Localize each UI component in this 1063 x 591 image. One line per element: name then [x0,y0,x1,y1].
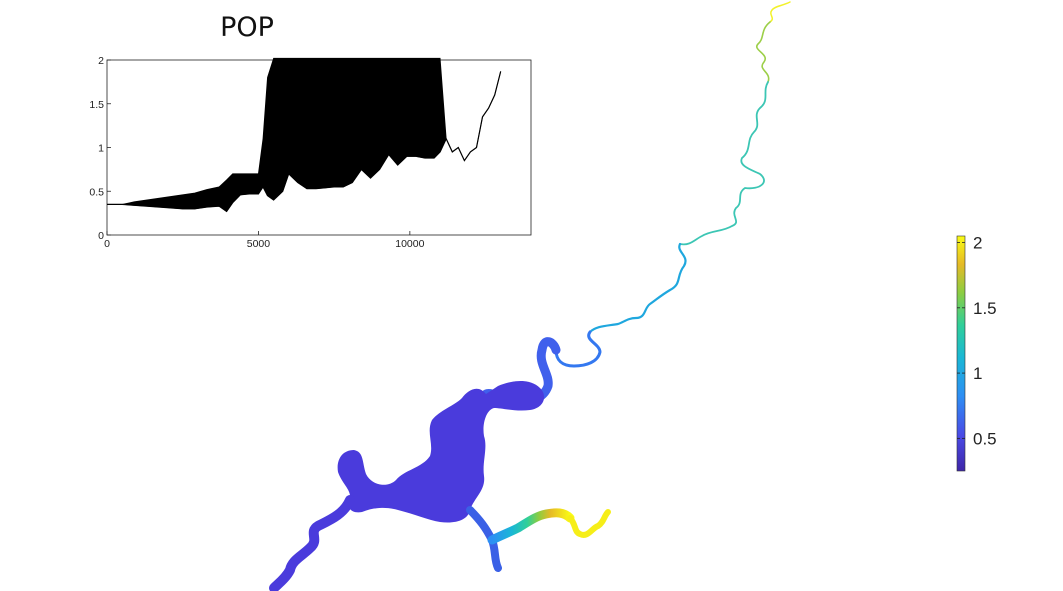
colorbar-tick-label: 2 [973,234,982,253]
river-upper-cyan-reach [679,81,769,246]
estuary-body [337,381,545,523]
colorbar-tick-label: 1 [973,364,982,383]
x-tick-label: 10000 [395,238,424,250]
y-axis-ticks: 0 0.5 1 1.5 2 [89,55,111,242]
colorbar: 0.5 1 1.5 2 [956,234,997,472]
river-upper-reach [769,1,791,23]
y-tick-label: 1 [98,143,104,155]
y-tick-label: 0.5 [89,186,104,198]
y-tick-label: 2 [98,55,104,67]
inset-series [107,57,502,213]
chart-title: POP [220,12,274,43]
south-east-channel [487,508,575,545]
river-upper-mid-reach [755,21,771,83]
inset-chart: POP 0 5000 10000 0 0.5 1 1.5 2 [89,12,532,250]
y-tick-label: 0 [98,230,104,242]
series-line [107,71,502,213]
colorbar-tick-label: 1.5 [973,299,997,318]
river-lower-mid-reach [554,330,602,368]
colorbar-gradient [956,235,966,472]
river-mid-reach [588,242,687,334]
y-tick-label: 1.5 [89,99,104,111]
river-map [269,1,791,591]
x-axis-ticks: 0 5000 10000 [104,231,425,250]
yellow-reach [567,509,611,538]
x-tick-label: 0 [104,238,110,250]
colorbar-ticks: 0.5 1 1.5 2 [957,234,997,448]
west-channel [269,495,355,591]
x-tick-label: 5000 [247,238,271,250]
colorbar-tick-label: 0.5 [973,429,997,448]
